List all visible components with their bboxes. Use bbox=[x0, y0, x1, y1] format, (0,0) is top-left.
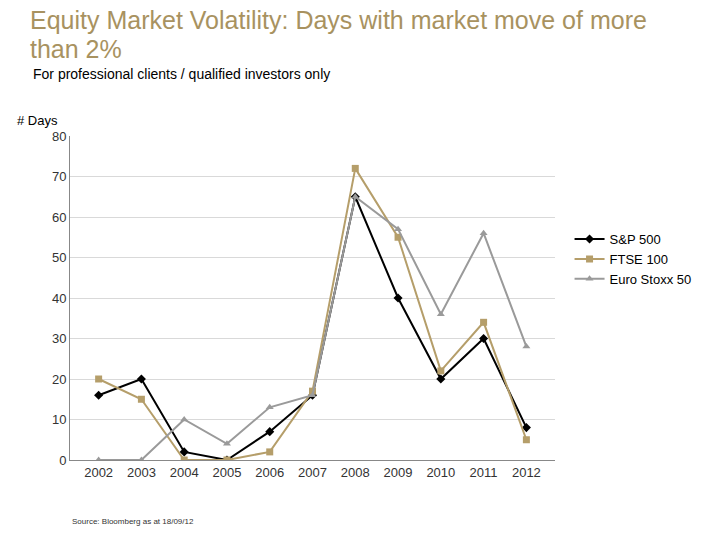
svg-text:10: 10 bbox=[52, 412, 66, 427]
svg-text:70: 70 bbox=[52, 169, 66, 184]
svg-text:Euro Stoxx 50: Euro Stoxx 50 bbox=[610, 272, 692, 287]
svg-text:S&P 500: S&P 500 bbox=[610, 232, 661, 247]
svg-text:2002: 2002 bbox=[84, 465, 113, 480]
svg-text:50: 50 bbox=[52, 250, 66, 265]
svg-text:30: 30 bbox=[52, 331, 66, 346]
svg-text:FTSE 100: FTSE 100 bbox=[610, 252, 669, 267]
html-text:For professional clients / qua: For professional clients / qualified inv… bbox=[33, 66, 331, 82]
html-text:Equity Market Volatility: Days: Equity Market Volatility: Days with mark… bbox=[30, 6, 647, 63]
svg-text:20: 20 bbox=[52, 372, 66, 387]
svg-text:2006: 2006 bbox=[255, 465, 284, 480]
svg-text:2003: 2003 bbox=[127, 465, 156, 480]
svg-text:2005: 2005 bbox=[212, 465, 241, 480]
svg-text:2007: 2007 bbox=[298, 465, 327, 480]
svg-text:0: 0 bbox=[59, 453, 66, 468]
svg-text:80: 80 bbox=[52, 129, 66, 144]
svg-text:# Days: # Days bbox=[17, 113, 58, 128]
svg-text:60: 60 bbox=[52, 210, 66, 225]
svg-text:2011: 2011 bbox=[470, 465, 498, 480]
svg-text:2010: 2010 bbox=[426, 465, 455, 480]
svg-text:2009: 2009 bbox=[384, 465, 413, 480]
svg-text:2012: 2012 bbox=[512, 465, 541, 480]
svg-text:2008: 2008 bbox=[341, 465, 370, 480]
svg-text:2004: 2004 bbox=[170, 465, 199, 480]
svg-text:40: 40 bbox=[52, 291, 66, 306]
svg-text:Source: Bloomberg as at 18/09/: Source: Bloomberg as at 18/09/12 bbox=[72, 517, 194, 526]
